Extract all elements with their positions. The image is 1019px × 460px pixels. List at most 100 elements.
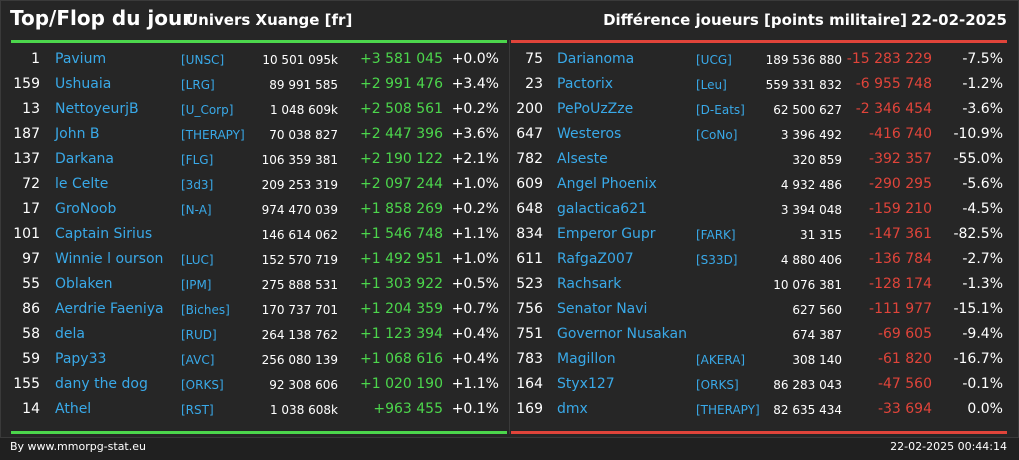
player-name-link[interactable]: Ushuaia — [55, 76, 112, 92]
points-cell: 974 470 039 — [261, 203, 338, 217]
points-cell: 10 076 381 — [773, 278, 842, 292]
alliance-link[interactable]: [THERAPY] — [181, 128, 245, 142]
percent-cell: -1.2% — [962, 76, 1003, 92]
points-cell: 146 614 062 — [261, 228, 338, 242]
player-name-link[interactable]: dany the dog — [55, 376, 148, 392]
difference-cell: +3 581 045 — [360, 51, 443, 67]
alliance-link[interactable]: [S33D] — [696, 253, 738, 267]
player-name-link[interactable]: Oblaken — [55, 276, 113, 292]
player-name-link[interactable]: Darianoma — [557, 51, 635, 67]
percent-cell: +1.1% — [451, 226, 499, 242]
points-cell: 31 315 — [800, 228, 842, 242]
percent-cell: -9.4% — [962, 326, 1003, 342]
player-name-link[interactable]: RafgaZ007 — [557, 251, 634, 267]
player-name-link[interactable]: Captain Sirius — [55, 226, 153, 242]
percent-cell: -5.6% — [962, 176, 1003, 192]
difference-cell: +1 492 951 — [360, 251, 443, 267]
player-name-link[interactable]: dela — [55, 326, 85, 342]
difference-cell: +1 204 359 — [360, 301, 443, 317]
alliance-link[interactable]: [UCG] — [696, 53, 732, 67]
player-name-link[interactable]: Styx127 — [557, 376, 615, 392]
alliance-link[interactable]: [ORKS] — [181, 378, 224, 392]
player-name-link[interactable]: Angel Phoenix — [557, 176, 657, 192]
player-name-link[interactable]: Emperor Gupr — [557, 226, 656, 242]
top-header-bar — [11, 40, 507, 43]
player-name-link[interactable]: Winnie l ourson — [55, 251, 164, 267]
alliance-link[interactable]: [UNSC] — [181, 53, 225, 67]
player-name-link[interactable]: Westeros — [557, 126, 622, 142]
alliance-link[interactable]: [U_Corp] — [181, 103, 234, 117]
rank-cell: 14 — [22, 401, 40, 417]
alliance-link[interactable]: [AVC] — [181, 353, 215, 367]
player-name-link[interactable]: dmx — [557, 401, 588, 417]
rank-cell: 756 — [516, 301, 543, 317]
difference-cell: +1 020 190 — [360, 376, 443, 392]
percent-cell: +1.1% — [451, 376, 499, 392]
player-name-link[interactable]: Pavium — [55, 51, 107, 67]
rank-cell: 648 — [516, 201, 543, 217]
player-name-link[interactable]: Aerdrie Faeniya — [55, 301, 164, 317]
difference-cell: -392 357 — [869, 151, 932, 167]
points-cell: 1 038 608k — [269, 403, 338, 417]
points-cell: 1 048 609k — [269, 103, 338, 117]
difference-cell: -2 346 454 — [855, 101, 932, 117]
alliance-link[interactable]: [D-Eats] — [696, 103, 745, 117]
alliance-link[interactable]: [FARK] — [696, 228, 736, 242]
points-cell: 152 570 719 — [261, 253, 338, 267]
points-cell: 62 500 627 — [773, 103, 842, 117]
player-name-link[interactable]: Magillon — [557, 351, 616, 367]
player-name-link[interactable]: John B — [55, 126, 100, 142]
player-name-link[interactable]: Athel — [55, 401, 92, 417]
player-name-link[interactable]: Rachsark — [557, 276, 622, 292]
alliance-link[interactable]: [RST] — [181, 403, 214, 417]
player-name-link[interactable]: galactica621 — [557, 201, 648, 217]
player-name-link[interactable]: NettoyeurjB — [55, 101, 139, 117]
difference-cell: -147 361 — [869, 226, 932, 242]
alliance-link[interactable]: [ORKS] — [696, 378, 739, 392]
alliance-link[interactable]: [N-A] — [181, 203, 212, 217]
player-name-link[interactable]: Senator Navi — [557, 301, 648, 317]
rank-cell: 523 — [516, 276, 543, 292]
difference-cell: +1 858 269 — [360, 201, 443, 217]
player-name-link[interactable]: Alseste — [557, 151, 608, 167]
column-divider — [509, 40, 510, 434]
rank-cell: 155 — [13, 376, 40, 392]
points-cell: 256 080 139 — [261, 353, 338, 367]
points-cell: 674 387 — [792, 328, 842, 342]
rank-cell: 164 — [516, 376, 543, 392]
flop-footer-bar — [511, 431, 1007, 434]
alliance-link[interactable]: [Biches] — [181, 303, 230, 317]
alliance-link[interactable]: [Leu] — [696, 78, 727, 92]
alliance-link[interactable]: [FLG] — [181, 153, 214, 167]
alliance-link[interactable]: [CoNo] — [696, 128, 738, 142]
percent-cell: +0.5% — [451, 276, 499, 292]
player-name-link[interactable]: Papy33 — [55, 351, 107, 367]
rank-cell: 159 — [13, 76, 40, 92]
alliance-link[interactable]: [LUC] — [181, 253, 214, 267]
rank-cell: 200 — [516, 101, 543, 117]
alliance-link[interactable]: [LRG] — [181, 78, 215, 92]
difference-cell: +2 447 396 — [360, 126, 443, 142]
player-name-link[interactable]: le Celte — [55, 176, 109, 192]
points-cell: 189 536 880 — [765, 53, 842, 67]
alliance-link[interactable]: [RUD] — [181, 328, 217, 342]
player-name-link[interactable]: PePoUzZze — [557, 101, 634, 117]
alliance-link[interactable]: [3d3] — [181, 178, 214, 192]
percent-cell: -1.3% — [962, 276, 1003, 292]
points-cell: 70 038 827 — [269, 128, 338, 142]
player-name-link[interactable]: Darkana — [55, 151, 115, 167]
percent-cell: -3.6% — [962, 101, 1003, 117]
player-name-link[interactable]: Pactorix — [557, 76, 614, 92]
percent-cell: +0.7% — [451, 301, 499, 317]
percent-cell: +2.1% — [451, 151, 499, 167]
alliance-link[interactable]: [THERAPY] — [696, 403, 760, 417]
difference-cell: -128 174 — [869, 276, 932, 292]
player-name-link[interactable]: GroNoob — [55, 201, 117, 217]
player-name-link[interactable]: Governor Nusakan — [557, 326, 687, 342]
points-cell: 3 396 492 — [780, 128, 842, 142]
rank-cell: 17 — [22, 201, 40, 217]
alliance-link[interactable]: [IPM] — [181, 278, 212, 292]
percent-cell: -0.1% — [962, 376, 1003, 392]
alliance-link[interactable]: [AKERA] — [696, 353, 746, 367]
points-cell: 92 308 606 — [269, 378, 338, 392]
